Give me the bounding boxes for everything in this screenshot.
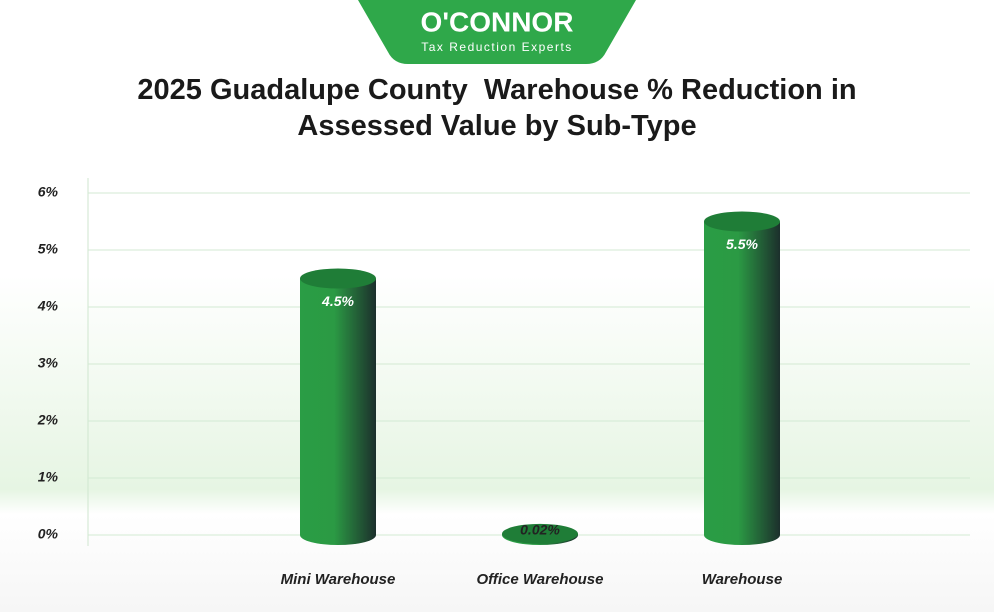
brand: O'CONNOR	[421, 6, 574, 37]
chart-title: 2025 Guadalupe County Warehouse % Reduct…	[137, 74, 864, 142]
x-tick-label: Office Warehouse	[477, 571, 604, 588]
y-tick-label: 6%	[38, 184, 59, 200]
y-tick-label: 1%	[38, 469, 59, 485]
brand-tagline: Tax Reduction Experts	[421, 40, 573, 54]
y-tick-label: 5%	[38, 241, 59, 257]
bar	[502, 523, 578, 545]
y-tick-label: 3%	[38, 355, 59, 371]
value-label: 4.5%	[321, 293, 354, 309]
bar-top	[704, 211, 780, 232]
bar-body	[704, 221, 780, 545]
x-tick-label: Mini Warehouse	[281, 571, 396, 588]
value-label: 5.5%	[726, 236, 758, 252]
y-tick-label: 0%	[38, 526, 59, 542]
value-label: 0.02%	[520, 522, 560, 538]
bar	[704, 211, 780, 545]
bar-top	[502, 523, 578, 544]
bar-top	[300, 268, 376, 289]
logo-badge	[358, 0, 636, 64]
y-tick-label: 4%	[37, 298, 59, 314]
bar-body	[300, 278, 376, 545]
bar	[300, 268, 376, 545]
x-tick-label: Warehouse	[702, 571, 783, 588]
y-tick-label: 2%	[37, 412, 59, 428]
